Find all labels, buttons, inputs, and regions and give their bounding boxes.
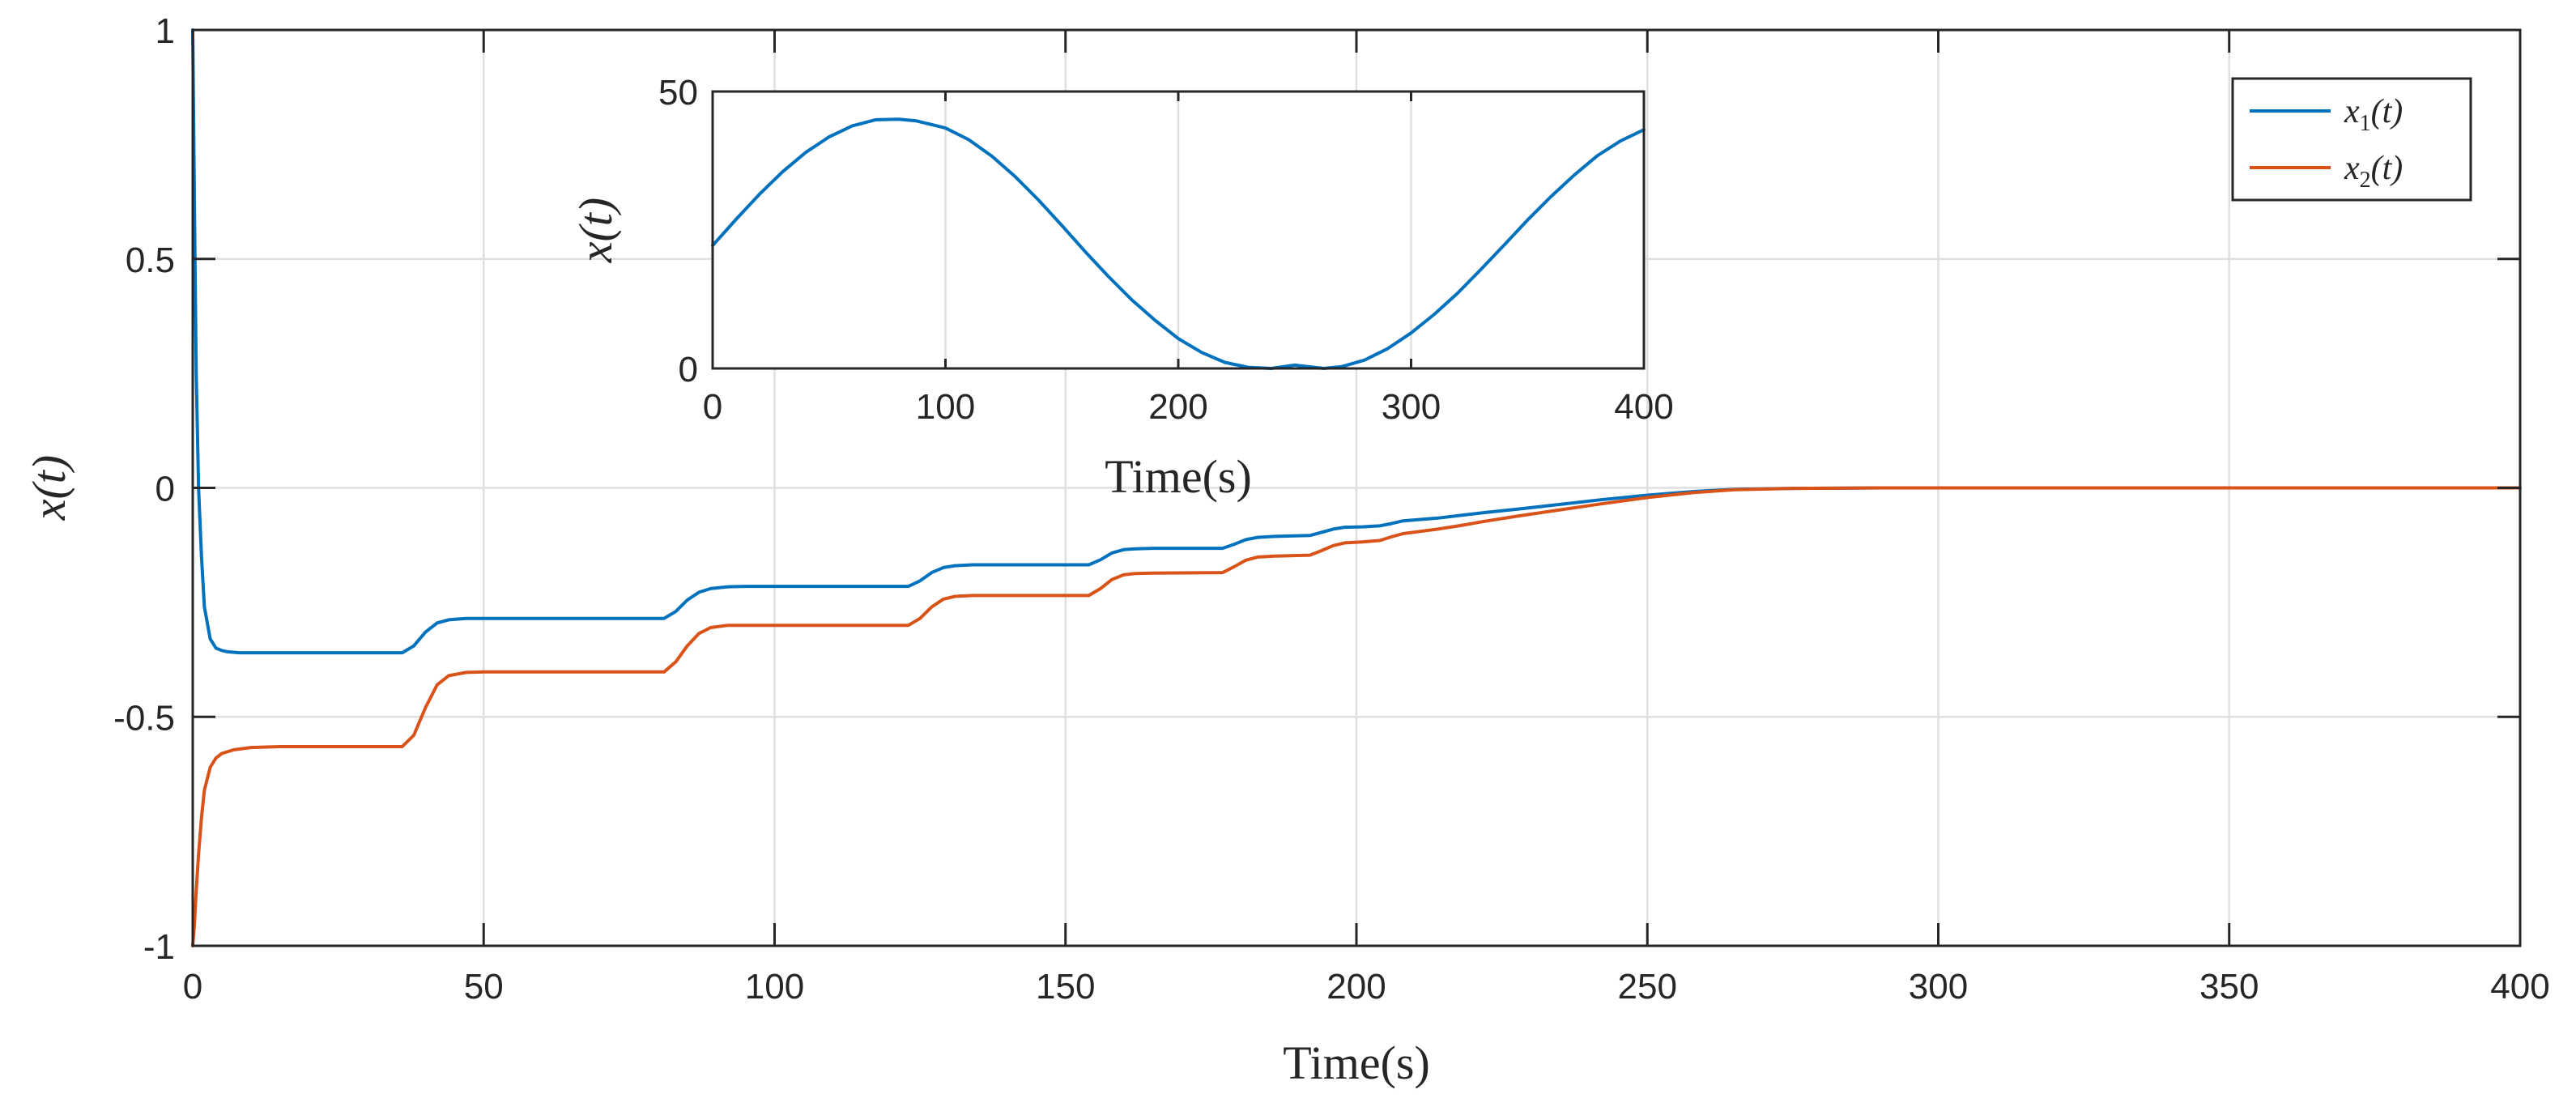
main-ticks [191,28,2522,947]
inset-x-axis-label: Time(s) [1105,450,1252,503]
x-tick-label: 0 [183,967,202,1007]
series-line-main-1 [191,28,2522,655]
x-tick-label: 200 [1148,387,1207,427]
x-tick-label: 50 [464,967,504,1007]
x-tick-label: 200 [1326,967,1386,1007]
legend: x1(t) x2(t) [2231,77,2472,202]
x-tick-label: 100 [916,387,975,427]
inset-plot: 0 100 200 300 400 0 50 Time(s) x(t) [569,73,1674,503]
main-x-tick-labels: 0 50 100 150 200 250 300 350 400 [183,967,2550,1007]
inset-x-tick-labels: 0 100 200 300 400 [703,387,1674,427]
x-tick-label: 300 [1909,967,1968,1007]
x-tick-label: 150 [1036,967,1095,1007]
y-tick-label: 50 [658,73,698,113]
main-y-tick-labels: -1 -0.5 0 0.5 1 [113,11,175,967]
x-tick-label: 250 [1618,967,1677,1007]
y-tick-label: 0 [155,470,175,509]
main-x-axis-label: Time(s) [1283,1037,1430,1089]
x-tick-label: 300 [1382,387,1441,427]
y-tick-label: -1 [143,927,175,967]
y-tick-label: 0.5 [126,241,175,280]
x-tick-label: 100 [745,967,804,1007]
y-tick-label: 1 [155,11,175,51]
series-line-main-2 [191,486,2522,947]
x-tick-label: 0 [703,387,722,427]
inset-grid [944,92,1412,368]
inset-series [711,117,1646,370]
legend-label-x2: x2(t) [2344,150,2403,193]
y-tick-label: 0 [679,350,698,389]
series-line-inset-1 [711,117,1646,370]
x-tick-label: 400 [1614,387,1673,427]
legend-label-x1: x1(t) [2344,93,2403,136]
x-tick-label: 400 [2490,967,2549,1007]
main-series [191,28,2522,947]
inset-ticks [711,90,1646,370]
inset-y-axis-label: x(t) [569,198,622,264]
inset-y-tick-labels: 0 50 [658,73,698,389]
x-tick-label: 350 [2199,967,2259,1007]
y-tick-label: -0.5 [113,698,175,738]
main-y-axis-label: x(t) [23,455,75,521]
legend-box [2231,77,2472,202]
